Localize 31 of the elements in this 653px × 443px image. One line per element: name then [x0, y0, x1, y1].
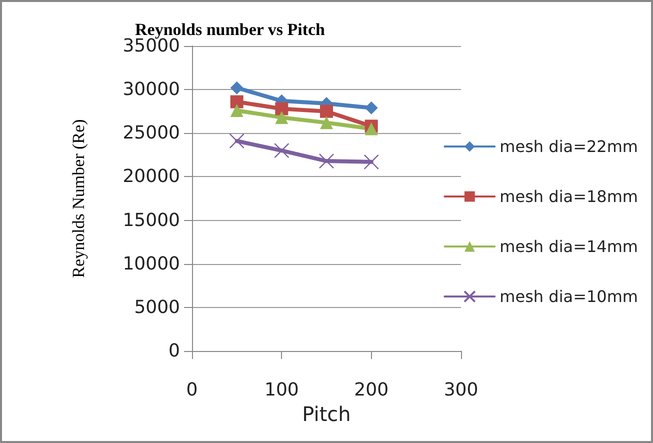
x-tick-label: 200	[354, 380, 389, 400]
y-axis-title: Reynolds Number (Re)	[69, 119, 88, 278]
y-tick-label: 25000	[122, 122, 180, 144]
y-tick-label: 20000	[122, 166, 180, 188]
point	[364, 101, 378, 114]
x-tick-label: 100	[264, 380, 299, 400]
legend-label: mesh dia=14mm	[500, 237, 638, 256]
x-tick-label: 300	[444, 380, 478, 400]
point	[230, 95, 244, 108]
y-tick-label: 15000	[122, 210, 180, 231]
point	[229, 133, 244, 149]
point	[275, 110, 288, 124]
x-tick-label: 0	[186, 380, 198, 400]
y-tick-label: 10000	[122, 253, 180, 274]
point	[275, 102, 288, 116]
point	[230, 81, 244, 94]
point	[320, 116, 333, 130]
point	[320, 104, 333, 118]
point	[364, 154, 379, 170]
legend-label: mesh dia=18mm	[500, 187, 638, 206]
legend-label: mesh dia=10mm	[500, 287, 638, 306]
y-tick-label: 0	[168, 340, 180, 362]
y-tick-label: 30000	[122, 79, 180, 100]
point	[274, 142, 290, 158]
x-axis-title: Pitch	[302, 402, 351, 426]
chart-title: Reynolds number vs Pitch	[135, 20, 326, 39]
y-tick-label: 5000	[134, 296, 180, 318]
point	[318, 153, 334, 169]
legend-label: mesh dia=22mm	[500, 137, 638, 156]
point	[230, 104, 244, 117]
point	[364, 122, 378, 136]
